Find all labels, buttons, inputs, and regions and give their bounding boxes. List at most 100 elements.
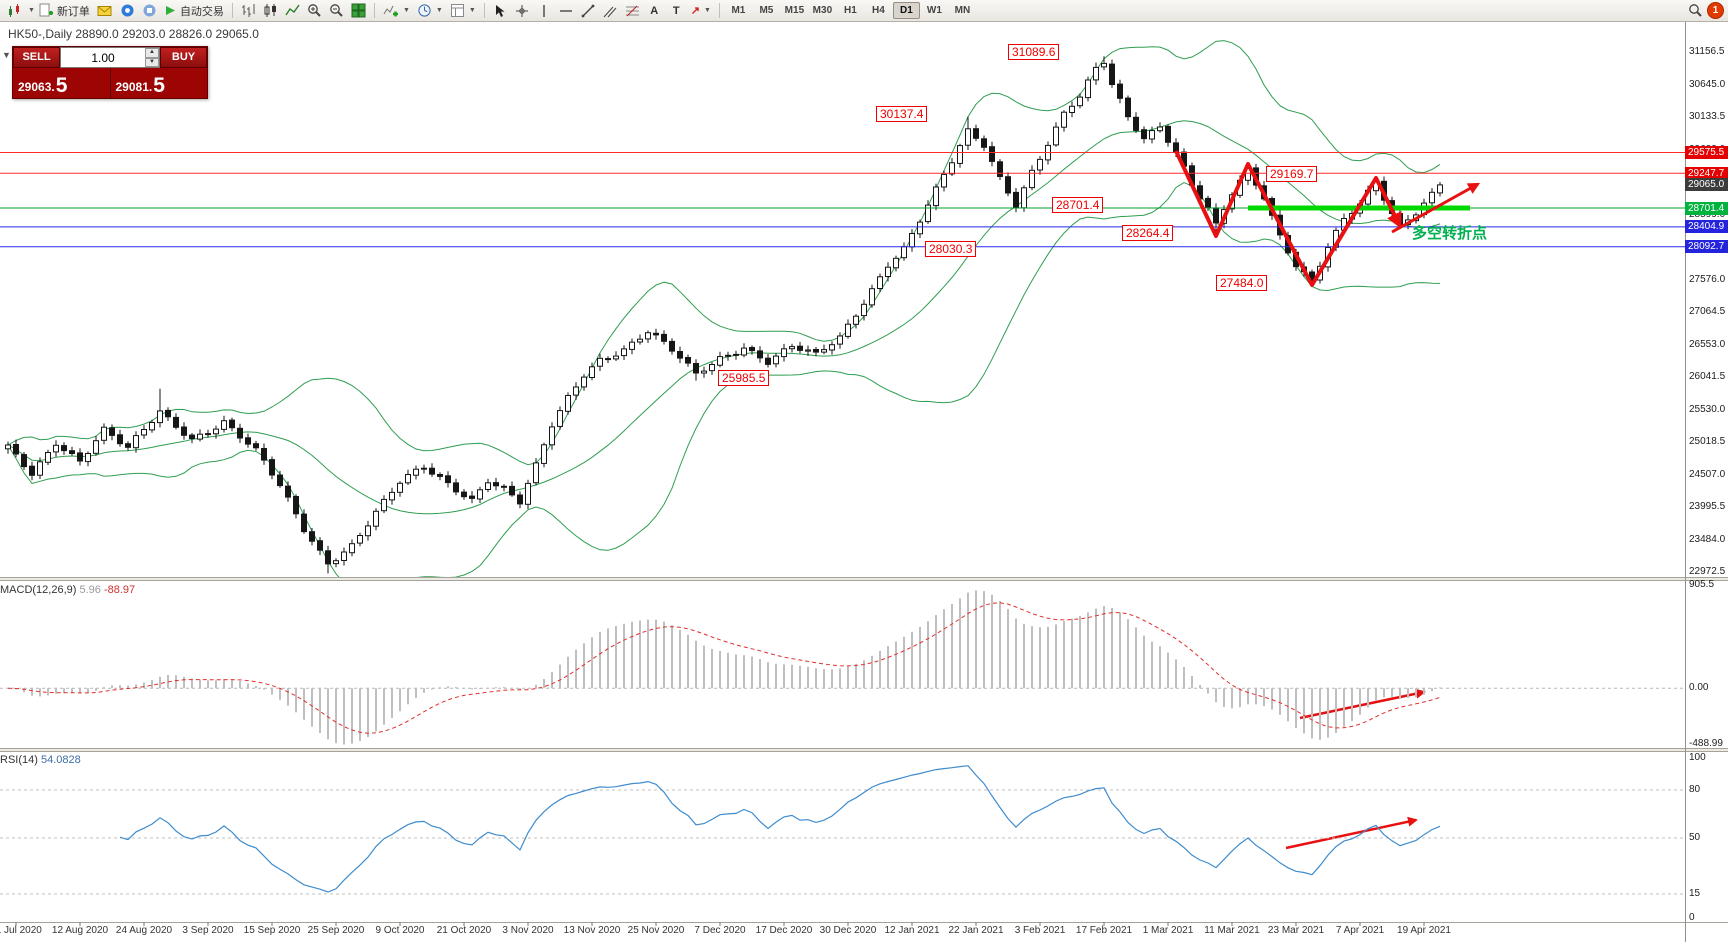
price-tag: 28092.7 bbox=[1685, 240, 1728, 254]
price-axis-tick: 27064.5 bbox=[1689, 306, 1726, 318]
toolbar-separator bbox=[718, 3, 720, 18]
price-tag: 28701.4 bbox=[1685, 201, 1728, 215]
chart-window-caret-icon[interactable]: ▼ bbox=[28, 7, 35, 14]
fibonacci-icon[interactable] bbox=[622, 1, 643, 20]
price-axis-tick: 30133.5 bbox=[1689, 111, 1726, 123]
zoom-out-icon[interactable] bbox=[326, 1, 347, 20]
new-order-label: 新订单 bbox=[56, 5, 90, 18]
date-axis-label: 1 Mar 2021 bbox=[1142, 925, 1194, 936]
rsi-caption: RSI(14) 54.0828 bbox=[0, 754, 81, 766]
search-icon[interactable] bbox=[1685, 1, 1706, 20]
date-axis-label: 7 Dec 2020 bbox=[694, 925, 746, 936]
trend-arrow bbox=[1285, 816, 1418, 850]
arrow-objects-icon[interactable]: ↗ ▼ bbox=[688, 1, 714, 20]
timeframe-m30[interactable]: M30 bbox=[809, 2, 836, 19]
rsi-axis-tick: 100 bbox=[1689, 752, 1706, 763]
timeframe-m1[interactable]: M1 bbox=[725, 2, 752, 19]
price-annotation: 28264.4 bbox=[1122, 225, 1174, 241]
volume-up-button[interactable]: ▲ bbox=[145, 48, 159, 58]
timeframe-mn[interactable]: MN bbox=[949, 2, 976, 19]
macd-name: MACD(12,26,9) bbox=[0, 584, 77, 596]
community-icon[interactable] bbox=[117, 1, 138, 20]
candlestick-chart-icon[interactable] bbox=[260, 1, 281, 20]
mailbox-icon[interactable] bbox=[94, 1, 116, 20]
date-axis-label: 11 Mar 2021 bbox=[1204, 925, 1260, 936]
date-axis-label: 22 Jan 2021 bbox=[948, 925, 1004, 936]
price-annotation: 31089.6 bbox=[1008, 44, 1060, 60]
toolbar-separator bbox=[373, 3, 375, 18]
timeframe-m5[interactable]: M5 bbox=[753, 2, 780, 19]
sell-button[interactable]: SELL bbox=[13, 47, 60, 68]
crosshair-icon[interactable] bbox=[512, 1, 533, 20]
templates-icon[interactable]: ▼ bbox=[447, 1, 479, 20]
timeframe-m15[interactable]: M15 bbox=[781, 2, 808, 19]
timeframe-h1[interactable]: H1 bbox=[837, 2, 864, 19]
date-axis-label: 23 Mar 2021 bbox=[1267, 925, 1325, 936]
notification-badge[interactable]: 1 bbox=[1707, 2, 1724, 19]
date-axis-label: 30 Dec 2020 bbox=[819, 925, 877, 936]
buy-button[interactable]: BUY bbox=[160, 47, 207, 68]
templates-caret-icon: ▼ bbox=[468, 7, 476, 14]
text-label-icon[interactable]: T bbox=[666, 1, 687, 20]
bollinger-bands bbox=[7, 40, 1441, 577]
new-order-button[interactable]: 新订单 bbox=[36, 1, 93, 20]
bar-chart-icon[interactable] bbox=[238, 1, 259, 20]
date-axis-label: 3 Sep 2020 bbox=[182, 925, 234, 936]
price-axis-tick: 25530.0 bbox=[1689, 403, 1726, 415]
trade-panel-collapse-icon[interactable]: ▼ bbox=[2, 50, 11, 60]
trendline-icon[interactable] bbox=[578, 1, 599, 20]
macd-value-signal: -88.97 bbox=[103, 584, 136, 596]
main-toolbar: ▼ 新订单 自动交易 bbox=[0, 0, 1728, 22]
macd-axis-tick: 0.00 bbox=[1689, 682, 1709, 694]
timeframe-w1[interactable]: W1 bbox=[921, 2, 948, 19]
macd-caption: MACD(12,26,9) 5.96 -88.97 bbox=[0, 584, 135, 596]
date-axis-label: 13 Nov 2020 bbox=[563, 925, 621, 936]
chart-window-icon[interactable] bbox=[4, 1, 26, 20]
date-axis-label: 25 Nov 2020 bbox=[627, 925, 685, 936]
macd-value-main: 5.96 bbox=[79, 584, 101, 596]
price-axis-tick: 26041.5 bbox=[1689, 371, 1726, 383]
price-annotation: 28030.3 bbox=[925, 241, 977, 257]
market-icon[interactable] bbox=[139, 1, 160, 20]
price-annotation: 30137.4 bbox=[876, 106, 928, 122]
autotrading-label: 自动交易 bbox=[179, 5, 224, 18]
timeframe-h4[interactable]: H4 bbox=[865, 2, 892, 19]
macd-axis-tick: 905.5 bbox=[1689, 579, 1715, 590]
volume-input[interactable] bbox=[61, 48, 145, 67]
date-axis-label: 19 Apr 2021 bbox=[1397, 925, 1451, 936]
tile-windows-icon[interactable] bbox=[348, 1, 369, 20]
symbol-caption: HK50-,Daily 28890.0 29203.0 28826.0 2906… bbox=[8, 27, 259, 41]
trend-arrow bbox=[1299, 688, 1426, 720]
sell-price[interactable]: 29063. 5 bbox=[13, 68, 110, 98]
price-axis-tick: 22972.5 bbox=[1689, 566, 1726, 577]
zoom-in-icon[interactable] bbox=[304, 1, 325, 20]
toolbar-separator bbox=[231, 3, 233, 18]
macd-axis-tick: -488.99 bbox=[1689, 738, 1723, 749]
channel-icon[interactable] bbox=[600, 1, 621, 20]
rsi-line bbox=[119, 765, 1441, 893]
chart-plot-svg[interactable] bbox=[0, 22, 1728, 942]
line-chart-icon[interactable] bbox=[282, 1, 303, 20]
candlestick-series bbox=[5, 56, 1443, 574]
periods-icon[interactable]: ▼ bbox=[414, 1, 446, 20]
one-click-trade-panel: SELL ▲ ▼ BUY 29063. 5 29081. 5 bbox=[12, 46, 208, 99]
indicators-icon[interactable]: ▼ bbox=[380, 1, 413, 20]
periods-caret-icon: ▼ bbox=[435, 7, 443, 14]
sell-price-main: 29063. bbox=[18, 80, 55, 94]
date-axis-label: 25 Sep 2020 bbox=[307, 925, 365, 936]
date-axis-label: 3 Nov 2020 bbox=[502, 925, 554, 936]
toolbar-separator bbox=[483, 3, 485, 18]
arrow-objects-caret-icon: ▼ bbox=[703, 7, 711, 14]
timeframe-d1[interactable]: D1 bbox=[892, 2, 920, 19]
volume-stepper: ▲ ▼ bbox=[60, 47, 160, 68]
cursor-icon[interactable] bbox=[490, 1, 511, 20]
vertical-line-icon[interactable] bbox=[534, 1, 555, 20]
text-icon[interactable]: A bbox=[644, 1, 665, 20]
autotrading-button[interactable]: 自动交易 bbox=[161, 1, 227, 20]
buy-price[interactable]: 29081. 5 bbox=[109, 68, 207, 98]
rsi-value: 54.0828 bbox=[40, 754, 81, 766]
horizontal-line-icon[interactable] bbox=[556, 1, 577, 20]
date-axis-label: 21 Oct 2020 bbox=[436, 925, 492, 936]
volume-down-button[interactable]: ▼ bbox=[145, 57, 159, 67]
